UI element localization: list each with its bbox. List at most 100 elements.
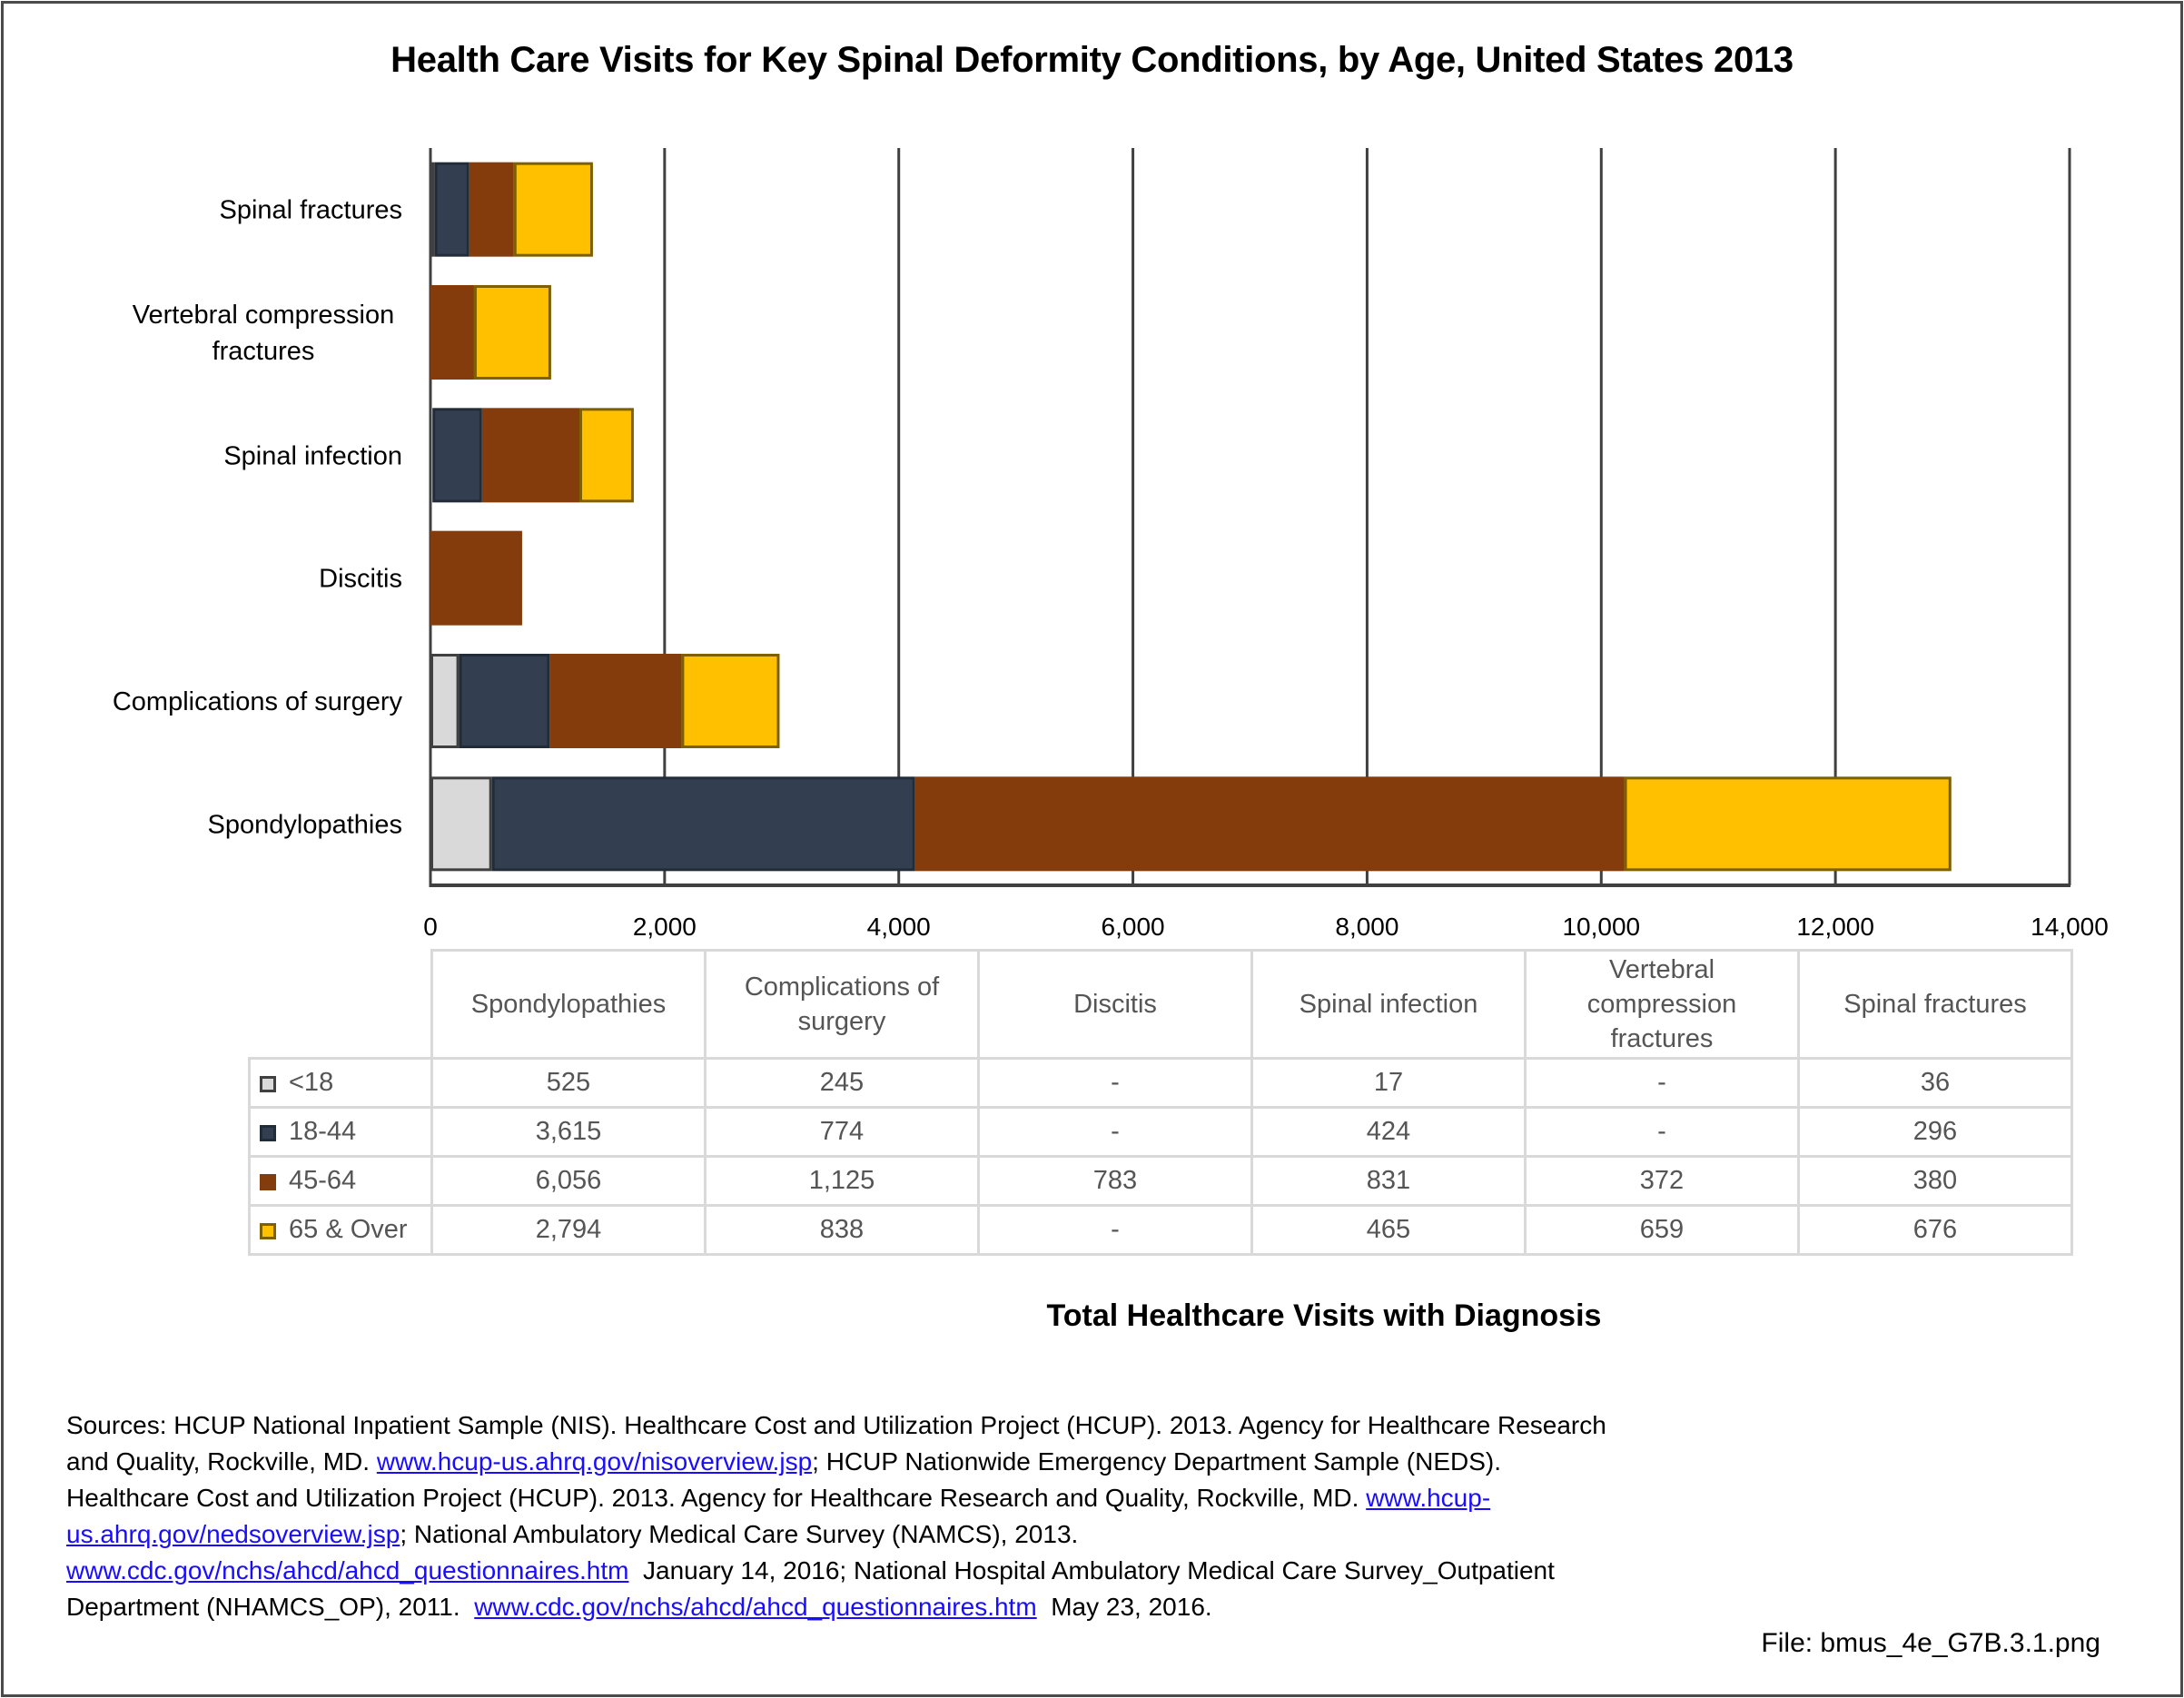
category-label: Vertebral compression fractures (133, 301, 395, 366)
column-header: Spinal fractures (1797, 949, 2073, 1060)
legend-entry: 18-44 (248, 1106, 433, 1158)
table-cell: 676 (1797, 1204, 2073, 1256)
legend-swatch-icon (260, 1174, 276, 1190)
bar-segment (469, 162, 514, 257)
category-label: Complications of surgery (113, 687, 403, 716)
table-cell: 838 (704, 1204, 980, 1256)
bar-segment (432, 408, 482, 503)
bar-segment (1624, 776, 1952, 872)
table-cell: 1,125 (704, 1155, 980, 1207)
table-cell: 525 (430, 1057, 707, 1109)
table-cell: - (977, 1057, 1253, 1109)
column-header: Spinal infection (1250, 949, 1527, 1060)
category-label: Spondylopathies (208, 810, 402, 839)
x-tick-label: 14,000 (2031, 913, 2109, 941)
bar-segment (459, 654, 550, 748)
table-header-row: Spondylopathies Complications of surgery Di… (249, 949, 2073, 1060)
column-header: Discitis (977, 949, 1253, 1060)
legend-entry: <18 (248, 1057, 433, 1109)
bar-segment (430, 654, 460, 748)
file-label: File: bmus_4e_G7B.3.1.png (1761, 1628, 2100, 1658)
bar-segment (430, 285, 474, 380)
table-cell: 465 (1250, 1204, 1527, 1256)
table-cell: 380 (1797, 1155, 2073, 1207)
x-axis-caption: Total Healthcare Visits with Diagnosis (1046, 1298, 1602, 1333)
bar-segment (513, 162, 593, 257)
column-header: Complications of surgery (704, 949, 980, 1060)
sources-note: Sources: HCUP National Inpatient Sample … (66, 1407, 1628, 1625)
bar-segment (914, 776, 1625, 872)
table-row: 45-64 6,056 1,125 783 831 372 380 (248, 1155, 2073, 1207)
bar-segment (430, 530, 522, 626)
category-label: Spinal infection (223, 441, 402, 470)
column-header: Vertebral compression fractures (1524, 949, 1800, 1060)
source-link[interactable]: www.cdc.gov/nchs/ahcd/ahcd_questionnaire… (474, 1593, 1037, 1621)
bar-segment (434, 162, 469, 257)
legend-swatch-icon (260, 1125, 276, 1141)
bar-segment (549, 654, 682, 748)
gridlines (429, 148, 2071, 887)
bar-segment (473, 285, 551, 380)
bar-segment (681, 654, 780, 748)
legend-swatch-icon (260, 1223, 276, 1239)
x-tick-label: 0 (423, 913, 438, 941)
table-cell: - (977, 1106, 1253, 1158)
table-cell: 296 (1797, 1106, 2073, 1158)
table-cell: - (977, 1204, 1253, 1256)
bar-segment (481, 408, 579, 503)
table-cell: 3,615 (430, 1106, 707, 1158)
table-cell: 17 (1250, 1057, 1527, 1109)
x-tick-label: 12,000 (1796, 913, 1874, 941)
table-row: 65 & Over 2,794 838-465 659 676 (248, 1204, 2073, 1256)
source-text: ; HCUP Nationwide Emergency Department S… (66, 1447, 1508, 1512)
bar-segment (491, 776, 915, 872)
table-row: 18-44 3,615 774-424-296 (248, 1106, 2073, 1158)
source-text: January 14, 2016; National Hospital Ambu… (66, 1556, 1562, 1621)
bar-chart: Spinal fractures Vertebral compression fra… (113, 148, 2109, 941)
x-tick-labels: 0 2,000 4,000 6,000 8,000 10,000 12,000 14,000 (423, 913, 2109, 941)
legend-entry: 45-64 (248, 1155, 433, 1207)
table-cell: 36 (1797, 1057, 2073, 1109)
legend-entry: 65 & Over (248, 1204, 433, 1256)
bar-segment (430, 162, 435, 257)
table-cell: 424 (1250, 1106, 1527, 1158)
category-label: Spinal fractures (220, 196, 403, 225)
chart-title: Health Care Visits for Key Spinal Deform… (390, 40, 1794, 80)
table-cell: 783 (977, 1155, 1253, 1207)
table-cell: - (1524, 1057, 1800, 1109)
source-text: May 23, 2016. (1036, 1593, 1212, 1621)
table-cell: 831 (1250, 1155, 1527, 1207)
bars (430, 162, 1952, 872)
legend-label: 45-64 (289, 1166, 357, 1195)
source-text: ; National Ambulatory Medical Care Surve… (400, 1520, 1086, 1548)
bar-segment (578, 408, 634, 503)
category-label: Discitis (319, 565, 402, 594)
bar-segment (430, 776, 492, 872)
table-corner (249, 950, 433, 1060)
data-table: Spondylopathies Complications of surgery Di… (248, 949, 2073, 1256)
table-cell: 245 (704, 1057, 980, 1109)
source-link[interactable]: www.cdc.gov/nchs/ahcd/ahcd_questionnaire… (66, 1556, 629, 1584)
x-tick-label: 6,000 (1102, 913, 1165, 941)
table-row: <18 525 245-17-36 (248, 1057, 2073, 1109)
legend-label: <18 (289, 1068, 334, 1097)
table-cell: 6,056 (430, 1155, 707, 1207)
table-cell: 659 (1524, 1204, 1800, 1256)
column-header: Spondylopathies (430, 949, 707, 1060)
legend-swatch-icon (260, 1076, 276, 1092)
x-tick-label: 10,000 (1562, 913, 1640, 941)
x-tick-label: 8,000 (1335, 913, 1398, 941)
legend-label: 18-44 (289, 1117, 357, 1146)
category-labels: Spinal fractures Vertebral compression fra… (113, 196, 403, 840)
source-link[interactable]: www.hcup-us.ahrq.gov/nedsoverview.jsp (66, 1484, 1491, 1548)
table-cell: 774 (704, 1106, 980, 1158)
x-tick-label: 2,000 (633, 913, 697, 941)
table-cell: 372 (1524, 1155, 1800, 1207)
table-cell: - (1524, 1106, 1800, 1158)
table-cell: 2,794 (430, 1204, 707, 1256)
source-text: Sources: HCUP National Inpatient Sample … (66, 1411, 1614, 1476)
legend-label: 65 & Over (289, 1215, 408, 1244)
x-tick-label: 4,000 (867, 913, 931, 941)
source-link[interactable]: www.hcup-us.ahrq.gov/nisoverview.jsp (376, 1447, 813, 1476)
